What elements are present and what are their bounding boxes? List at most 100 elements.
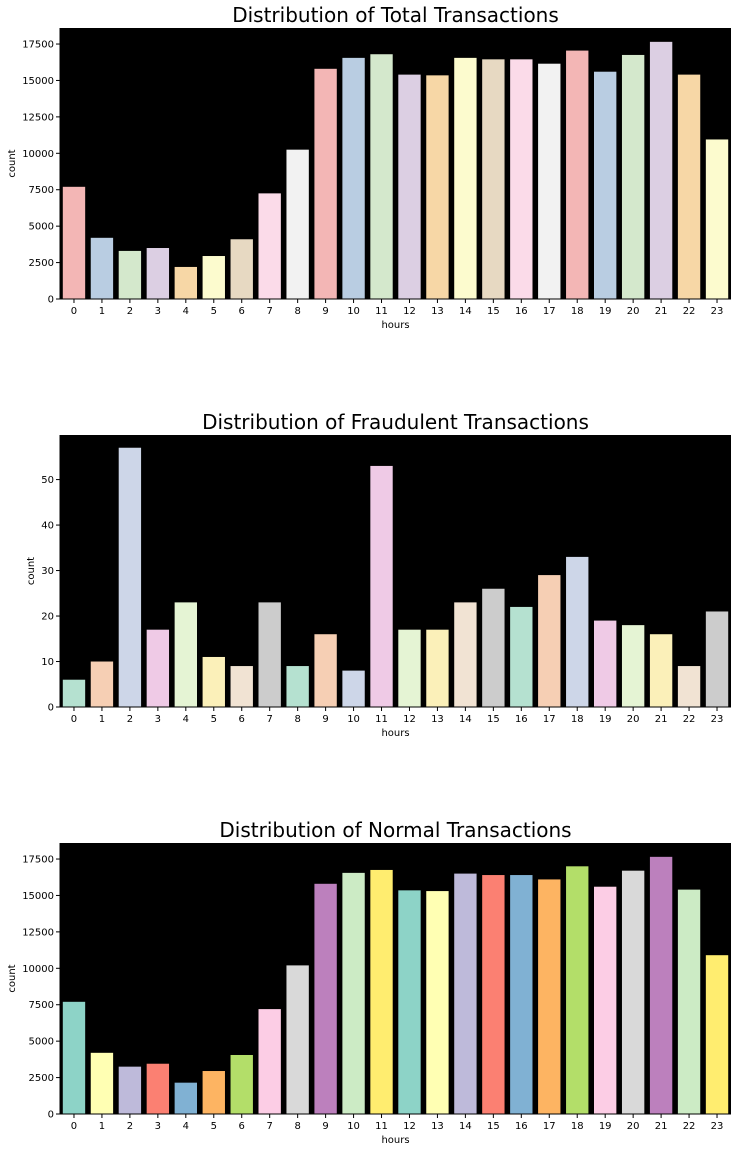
- chart-1-bar-10: [342, 57, 365, 300]
- chart-1-bar-7: [258, 193, 281, 299]
- chart-3-x-tick-label-8: 8: [294, 1121, 300, 1132]
- chart-3-x-tick-label-9: 9: [322, 1121, 328, 1132]
- chart-2-bar-2: [118, 447, 142, 707]
- chart-2-x-tick-label-22: 22: [683, 714, 696, 725]
- chart-1-x-tick-label-8: 8: [294, 306, 300, 317]
- chart-1-x-tick-label-19: 19: [599, 306, 612, 317]
- chart-2-y-tick-label-50: 50: [41, 475, 54, 486]
- chart-3-x-tick-label-10: 10: [347, 1121, 360, 1132]
- chart-1-x-tick-label-3: 3: [155, 306, 161, 317]
- chart-3-bar-4: [174, 1082, 197, 1114]
- chart-3-bar-14: [454, 873, 477, 1114]
- chart-1-x-tick-label-14: 14: [459, 306, 472, 317]
- chart-1-y-tick-label-12500: 12500: [22, 112, 54, 123]
- chart-2-x-tick-label-19: 19: [599, 714, 612, 725]
- chart-3-bar-6: [230, 1054, 253, 1114]
- chart-3-bar-15: [482, 875, 505, 1114]
- chart-2-x-tick-label-20: 20: [627, 714, 640, 725]
- chart-3-x-tick-label-21: 21: [655, 1121, 668, 1132]
- chart-1-bar-13: [426, 75, 449, 299]
- chart-2-x-tick-label-16: 16: [515, 714, 528, 725]
- chart-1-bar-4: [174, 266, 197, 299]
- chart-3-x-tick-label-2: 2: [127, 1121, 133, 1132]
- chart-2-x-tick-label-4: 4: [183, 714, 189, 725]
- chart-1-x-tick-label-20: 20: [627, 306, 640, 317]
- chart-1-x-tick-label-23: 23: [711, 306, 724, 317]
- chart-3-y-tick-label-2500: 2500: [29, 1073, 54, 1084]
- chart-3-bar-9: [314, 883, 337, 1114]
- chart-1-bar-16: [510, 59, 533, 299]
- chart-3-y-tick-label-10000: 10000: [22, 964, 54, 975]
- chart-2-x-tick-label-17: 17: [543, 714, 556, 725]
- chart-2-bar-7: [258, 602, 281, 707]
- chart-1-x-tick-label-6: 6: [239, 306, 245, 317]
- chart-2-x-tick-label-3: 3: [155, 714, 161, 725]
- chart-3-bar-12: [398, 890, 421, 1114]
- chart-3-x-tick-label-7: 7: [267, 1121, 273, 1132]
- chart-1-x-tick-label-21: 21: [655, 306, 668, 317]
- chart-3-x-tick-label-5: 5: [211, 1121, 217, 1132]
- chart-1-bar-6: [230, 239, 253, 299]
- chart-1-x-tick-label-18: 18: [571, 306, 584, 317]
- chart-3-bar-22: [677, 889, 701, 1114]
- chart-1-x-tick-label-1: 1: [99, 306, 105, 317]
- chart-2-x-tick-label-6: 6: [239, 714, 245, 725]
- chart-3-x-tick-label-12: 12: [403, 1121, 416, 1132]
- chart-3-plot-area: [60, 843, 731, 1114]
- chart-2-plot-area: [60, 435, 731, 707]
- chart-3-y-tick-label-15000: 15000: [22, 891, 54, 902]
- chart-3-title: Distribution of Normal Transactions: [219, 818, 571, 842]
- chart-1-bar-22: [677, 74, 701, 300]
- chart-1-bar-20: [621, 54, 645, 300]
- chart-3-bar-20: [621, 870, 645, 1114]
- chart-2-x-axis-label: hours: [381, 728, 409, 739]
- chart-2-bar-14: [454, 602, 477, 707]
- chart-3-x-tick-label-14: 14: [459, 1121, 472, 1132]
- chart-1-bar-11: [370, 54, 393, 300]
- chart-3-bar-18: [566, 866, 589, 1114]
- chart-1-bar-17: [538, 63, 561, 300]
- chart-3-y-tick-label-17500: 17500: [22, 855, 54, 866]
- chart-2-y-tick-label-0: 0: [48, 703, 54, 714]
- chart-3-bar-7: [258, 1009, 281, 1114]
- chart-1-x-tick-label-13: 13: [431, 306, 444, 317]
- chart-1-bar-9: [314, 68, 337, 299]
- chart-3-x-tick-label-6: 6: [239, 1121, 245, 1132]
- chart-3-x-tick-label-23: 23: [711, 1121, 724, 1132]
- chart-3: 0 1 2 3 4 5 6 7 8 9 10 11 12 13 14 15 16 17 18 19 20 21 22 2302…: [7, 818, 731, 1146]
- chart-2-x-tick-label-7: 7: [267, 714, 273, 725]
- chart-3-y-axis-label: count: [7, 964, 18, 992]
- chart-2-bar-4: [174, 602, 197, 707]
- chart-3-x-tick-label-13: 13: [431, 1121, 444, 1132]
- chart-3-y-tick-label-5000: 5000: [29, 1037, 54, 1048]
- chart-3-x-tick-label-19: 19: [599, 1121, 612, 1132]
- chart-2-bar-22: [677, 666, 701, 707]
- chart-2-y-tick-label-30: 30: [41, 566, 54, 577]
- chart-2-x-tick-label-15: 15: [487, 714, 500, 725]
- chart-1-x-tick-label-11: 11: [375, 306, 388, 317]
- chart-3-x-tick-label-4: 4: [183, 1121, 189, 1132]
- chart-3-bar-11: [370, 869, 393, 1114]
- chart-2-bar-11: [370, 465, 393, 707]
- chart-3-x-tick-label-0: 0: [71, 1121, 77, 1132]
- chart-1-y-tick-label-0: 0: [48, 295, 54, 306]
- chart-2-bar-20: [621, 625, 645, 707]
- chart-1-bar-21: [649, 41, 673, 300]
- chart-3-bar-19: [594, 886, 617, 1114]
- chart-1-bar-19: [594, 71, 617, 300]
- chart-3-x-tick-label-18: 18: [571, 1121, 584, 1132]
- chart-2-bar-1: [90, 661, 114, 707]
- chart-2: 0 1 2 3 4 5 6 7 8 9 10 11 12 13 14 15 16 17 18 19 20 21 22 2301…: [26, 410, 731, 739]
- chart-1-bar-8: [286, 149, 309, 299]
- chart-3-bar-1: [90, 1052, 114, 1114]
- chart-1-y-tick-label-10000: 10000: [22, 149, 54, 160]
- chart-1-bar-2: [118, 250, 142, 299]
- chart-1-bar-23: [705, 139, 729, 299]
- chart-3-x-tick-label-22: 22: [683, 1121, 696, 1132]
- chart-3-x-tick-label-20: 20: [627, 1121, 640, 1132]
- chart-2-x-tick-label-5: 5: [211, 714, 217, 725]
- chart-2-bar-0: [62, 679, 86, 707]
- chart-1-x-tick-label-17: 17: [543, 306, 556, 317]
- chart-1: 0 1 2 3 4 5 6 7 8 9 10 11 12 13 14 15 16 17 18 19 20 21 22 2302…: [7, 3, 731, 331]
- chart-1-x-tick-label-4: 4: [183, 306, 189, 317]
